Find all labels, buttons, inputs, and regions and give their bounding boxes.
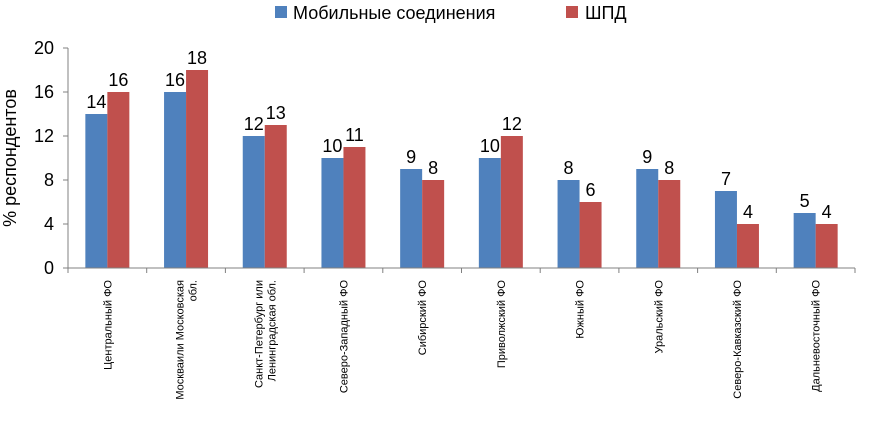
y-tick-label: 8 [44, 170, 54, 190]
bar-shpd-4 [343, 147, 366, 268]
data-label-mobile-1: 14 [86, 92, 106, 112]
data-label-shpd-2: 18 [187, 48, 207, 68]
data-label-mobile-3: 12 [244, 114, 264, 134]
data-label-mobile-10: 5 [800, 191, 810, 211]
data-label-shpd-5: 8 [428, 158, 438, 178]
legend-swatch-2 [566, 6, 578, 18]
x-category-label-5: Сибирский ФО [417, 280, 429, 356]
legend-label-2: ШПД [585, 3, 627, 23]
data-label-mobile-2: 16 [165, 70, 185, 90]
y-tick-label: 16 [34, 82, 54, 102]
y-axis: 0 4 8 12 16 20 [34, 38, 69, 278]
x-category-label-2: Москваили Московскаяобл. [175, 280, 200, 400]
bar-mobile-2 [164, 92, 187, 268]
data-label-shpd-9: 4 [743, 202, 753, 222]
x-axis: Центральный ФО Москваили Московскаяобл. Са… [67, 267, 856, 400]
y-axis-title: % респондентов [0, 89, 20, 227]
x-category-label-8: Уральский ФО [653, 280, 665, 354]
y-tick-label: 0 [44, 258, 54, 278]
legend-swatch-1 [275, 6, 287, 18]
data-label-shpd-7: 6 [586, 180, 596, 200]
legend: Мобильные соединения ШПД [275, 3, 627, 23]
bar-mobile-10 [793, 213, 816, 268]
bar-mobile-4 [321, 158, 344, 268]
bar-mobile-3 [242, 136, 265, 268]
x-category-label-6: Приволжский ФО [496, 280, 508, 369]
bar-shpd-2 [186, 70, 209, 268]
y-tick-label: 20 [34, 38, 54, 58]
bar-shpd-6 [500, 136, 523, 268]
bar-mobile-9 [714, 191, 737, 268]
bar-shpd-8 [658, 180, 681, 268]
data-label-shpd-3: 13 [266, 103, 286, 123]
x-category-label-3: Санкт-Петербург илиЛенинградская обл. [253, 280, 278, 388]
bar-shpd-10 [815, 224, 838, 268]
x-category-label-1: Центральный ФО [102, 280, 114, 370]
bar-mobile-7 [557, 180, 580, 268]
y-tick-label: 12 [34, 126, 54, 146]
bar-shpd-5 [422, 180, 445, 268]
bar-shpd-9 [736, 224, 759, 268]
data-label-mobile-4: 10 [322, 136, 342, 156]
bars [85, 70, 838, 268]
x-category-label-9: Северо-Кавказский ФО [732, 280, 744, 399]
y-tick-label: 4 [44, 214, 54, 234]
data-label-shpd-1: 16 [108, 70, 128, 90]
data-label-mobile-9: 7 [721, 169, 731, 189]
bar-mobile-8 [636, 169, 659, 268]
bar-mobile-6 [478, 158, 501, 268]
data-label-mobile-8: 9 [642, 147, 652, 167]
data-label-shpd-6: 12 [502, 114, 522, 134]
legend-label-1: Мобильные соединения [293, 3, 495, 23]
x-category-label-4: Северо-Западный ФО [338, 280, 350, 394]
bar-shpd-7 [579, 202, 602, 268]
bar-mobile-1 [85, 114, 108, 268]
data-label-mobile-6: 10 [480, 136, 500, 156]
data-label-shpd-8: 8 [664, 158, 674, 178]
data-label-mobile-5: 9 [406, 147, 416, 167]
x-category-label-7: Южный ФО [575, 280, 587, 339]
bar-shpd-3 [264, 125, 287, 268]
bar-shpd-1 [107, 92, 130, 268]
data-label-shpd-10: 4 [822, 202, 832, 222]
bar-mobile-5 [400, 169, 423, 268]
x-category-label-10: Дальневосточный ФО [811, 280, 823, 392]
data-label-mobile-7: 8 [564, 158, 574, 178]
data-label-shpd-4: 11 [345, 125, 364, 145]
